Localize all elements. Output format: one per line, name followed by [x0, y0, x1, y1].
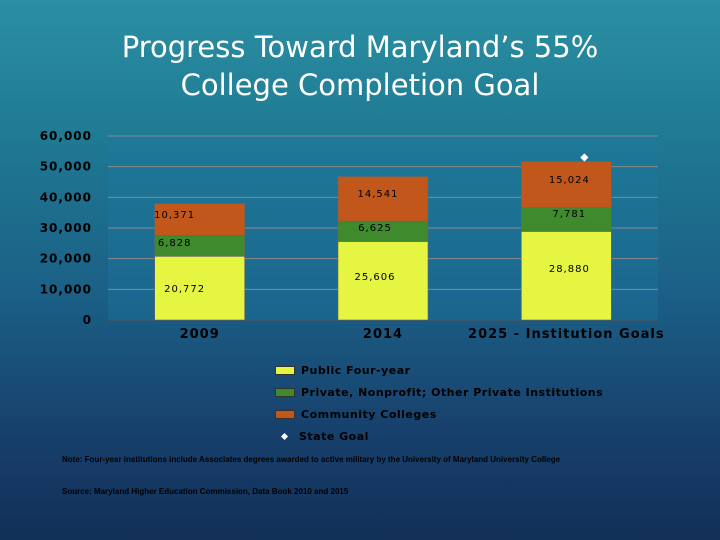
chart-source: Source: Maryland Higher Education Commis… — [62, 487, 349, 496]
y-tick-label: 40,000 — [40, 190, 92, 204]
legend-swatch-private-nonprofit — [275, 387, 295, 397]
x-category-label: 2009 — [180, 327, 220, 342]
chart-legend: Public Four-year Private, Nonprofit; Oth… — [275, 359, 603, 447]
bar-segment — [521, 231, 612, 321]
legend-item-state-goal: State Goal — [275, 425, 603, 447]
y-tick-label: 20,000 — [40, 252, 92, 266]
legend-label: Community Colleges — [301, 407, 437, 421]
bar-segment — [154, 255, 245, 321]
y-tick-label: 50,000 — [40, 160, 92, 174]
legend-item-public-four-year: Public Four-year — [275, 359, 603, 381]
title-line-1: Progress Toward Maryland’s 55% — [121, 30, 599, 64]
legend-swatch-public-four-year — [275, 365, 295, 375]
legend-label: State Goal — [299, 429, 369, 443]
state-goal-marker — [579, 153, 589, 162]
bar-segment — [154, 203, 245, 236]
legend-label: Public Four-year — [301, 363, 411, 377]
slide-title: Progress Toward Maryland’s 55% College C… — [0, 28, 720, 104]
data-label: 14,541 — [358, 189, 399, 200]
chart-note: Note: Four-year institutions include Ass… — [62, 455, 561, 464]
data-label: 20,772 — [164, 284, 205, 295]
data-label: 6,625 — [358, 223, 392, 234]
x-category-label: 2025 - Institution Goals — [468, 327, 665, 342]
y-tick-label: 10,000 — [40, 282, 92, 296]
data-label: 7,781 — [553, 209, 587, 220]
legend-swatch-community-colleges — [275, 409, 295, 419]
x-category-label: 2014 — [363, 327, 403, 342]
legend-label: Private, Nonprofit; Other Private Instit… — [301, 385, 604, 399]
y-tick-label: 30,000 — [40, 221, 92, 235]
data-label: 10,371 — [154, 210, 195, 221]
data-label: 25,606 — [355, 272, 396, 283]
bar-segment — [337, 241, 429, 321]
data-label: 15,024 — [549, 175, 590, 186]
bar-segment — [337, 176, 429, 222]
bar-segment — [521, 161, 612, 208]
y-tick-label: 0 — [83, 313, 92, 327]
legend-item-private-nonprofit: Private, Nonprofit; Other Private Instit… — [275, 381, 603, 403]
y-tick-label: 60,000 — [40, 129, 92, 143]
data-label: 6,828 — [158, 238, 192, 249]
legend-item-community-colleges: Community Colleges — [275, 403, 603, 425]
data-label: 28,880 — [549, 264, 590, 275]
title-line-2: College Completion Goal — [180, 68, 540, 102]
diamond-marker-icon — [275, 432, 293, 440]
